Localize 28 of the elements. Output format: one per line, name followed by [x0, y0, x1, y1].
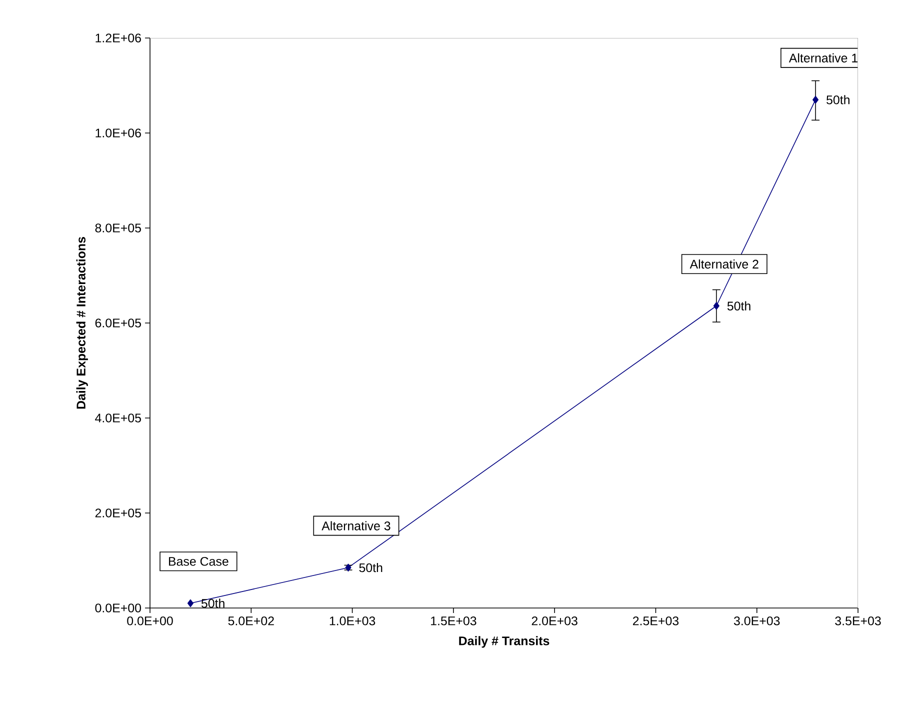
- y-tick-label: 2.0E+05: [95, 508, 141, 518]
- annotation: Alternative 1: [788, 53, 858, 62]
- y-tick-label: 4.0E+05: [95, 414, 141, 422]
- x-tick-label: 1.0E+03: [330, 616, 376, 626]
- y-tick-label: 0.0E+00: [95, 604, 142, 612]
- y-tick-label: 8.0E+05: [95, 224, 141, 232]
- y-tick-label: 1.0E+06: [96, 128, 141, 138]
- x-axis-title: Daily # Transits: [459, 636, 550, 648]
- x-tick-label: 0.0E+00: [127, 616, 173, 626]
- point: [713, 302, 720, 310]
- annotation: Base Case: [168, 556, 228, 566]
- annotation: 50th: [727, 301, 750, 310]
- x-tick-label: 5.0E+02: [228, 616, 274, 626]
- x-tick-label: 3.5E+03: [835, 616, 881, 626]
- x-tick-label: 1.5E+03: [431, 616, 476, 626]
- annotation: Alternative 3: [322, 521, 390, 530]
- annotation: Alternative 2: [690, 259, 758, 269]
- annotation: 50th: [826, 95, 850, 104]
- y-tick-label: 6.0E+05: [95, 318, 141, 328]
- x-tick-label: 2.5E+03: [632, 616, 679, 626]
- point: [812, 96, 819, 104]
- annotation: 50th: [359, 563, 382, 572]
- annotation: 50th: [201, 598, 224, 608]
- y-axis-title: Daily Expected # Interactions: [76, 236, 88, 409]
- y-tick-label: 1.2E+06: [96, 34, 141, 42]
- point: [187, 599, 194, 608]
- x-tick-label: 3.0E+03: [734, 616, 780, 626]
- x-tick-label: 2.0E+03: [532, 616, 578, 626]
